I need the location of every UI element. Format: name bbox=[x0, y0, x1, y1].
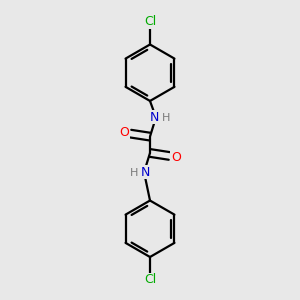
Text: Cl: Cl bbox=[144, 15, 156, 28]
Text: O: O bbox=[171, 151, 181, 164]
Text: H: H bbox=[162, 113, 170, 124]
Text: O: O bbox=[119, 126, 129, 139]
Text: H: H bbox=[130, 169, 138, 178]
Text: N: N bbox=[150, 111, 159, 124]
Text: Cl: Cl bbox=[144, 273, 156, 286]
Text: N: N bbox=[141, 166, 150, 179]
